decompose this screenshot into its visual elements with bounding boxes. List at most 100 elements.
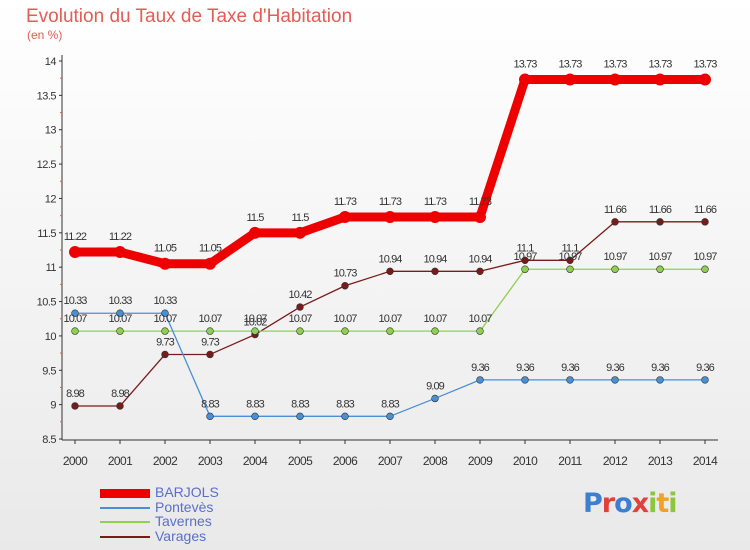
data-point [294, 226, 306, 239]
data-label: 11.73 [469, 196, 492, 208]
data-label: 11.05 [154, 243, 177, 255]
x-tick-label: 2009 [468, 454, 493, 468]
data-label: 8.98 [111, 388, 130, 400]
data-point [566, 376, 574, 384]
data-label: 11.5 [247, 212, 265, 224]
data-point [386, 267, 394, 276]
data-label: 10.97 [558, 251, 582, 263]
data-point [611, 265, 619, 273]
data-label: 10.97 [648, 251, 672, 263]
data-label: 10.07 [243, 313, 267, 325]
data-label: 8.83 [381, 398, 400, 410]
data-label: 11.66 [649, 204, 672, 216]
data-label: 8.83 [336, 398, 355, 410]
data-point [431, 267, 439, 276]
y-tick-label: 13 [45, 125, 57, 137]
data-label: 9.09 [426, 380, 445, 392]
data-point [161, 350, 169, 359]
data-label: 9.73 [201, 336, 220, 348]
x-tick-label: 2001 [108, 454, 133, 468]
data-label: 9.36 [651, 362, 670, 374]
data-point [159, 257, 171, 270]
data-label: 10.94 [468, 253, 492, 265]
y-tick-label: 9 [50, 400, 56, 412]
data-point [386, 327, 394, 335]
data-point [656, 376, 664, 384]
data-label: 11.73 [334, 196, 357, 208]
data-point [206, 412, 214, 421]
data-label: 10.94 [378, 253, 402, 265]
data-point [251, 412, 259, 421]
data-label: 10.33 [108, 295, 132, 307]
data-point [116, 309, 124, 317]
data-label: 9.36 [606, 362, 625, 374]
data-point [161, 309, 169, 317]
data-point [296, 327, 304, 335]
legend-swatch [100, 521, 150, 523]
data-point [564, 73, 576, 86]
data-label: 10.07 [378, 313, 402, 325]
data-label: 10.33 [63, 295, 87, 307]
data-label: 13.73 [648, 59, 672, 71]
data-point [384, 211, 396, 224]
data-point [701, 218, 709, 226]
data-label: 10.33 [153, 295, 177, 307]
data-point [341, 327, 349, 335]
data-label: 11.66 [694, 204, 717, 216]
data-label: 10.07 [108, 313, 132, 325]
data-point [341, 282, 349, 290]
data-label: 10.97 [693, 251, 717, 263]
data-point [476, 327, 484, 335]
data-label: 10.02 [243, 317, 267, 329]
data-point [249, 226, 261, 239]
data-point [431, 394, 439, 403]
data-point [521, 256, 529, 265]
data-point [611, 218, 619, 226]
data-point [609, 73, 621, 86]
data-point [204, 257, 216, 270]
data-label: 13.73 [693, 59, 717, 71]
data-label: 11.1 [562, 242, 580, 254]
data-label: 10.07 [63, 313, 87, 325]
data-label: 11.66 [604, 204, 627, 216]
x-tick-label: 2014 [693, 454, 718, 468]
x-tick-label: 2006 [333, 454, 358, 468]
data-point [116, 402, 124, 410]
data-point [69, 246, 81, 259]
data-label: 8.83 [201, 398, 220, 410]
x-tick-label: 2004 [243, 454, 268, 468]
data-label: 11.1 [517, 242, 535, 254]
y-tick-label: 9.5 [42, 365, 56, 377]
data-point [296, 303, 304, 311]
data-point [431, 327, 439, 335]
x-tick-label: 2005 [288, 454, 313, 468]
data-point [429, 211, 441, 224]
y-tick-label: 12 [45, 193, 57, 205]
axes: 8.5 9 9.5 10 10.5 11 11.5 12 12.5 13 13.5 14 2000 200… [37, 55, 719, 468]
data-label: 11.22 [109, 231, 132, 243]
x-tick-label: 2013 [648, 454, 673, 468]
unit-label: (en %) [27, 28, 63, 42]
data-point [71, 402, 79, 410]
data-label: 11.05 [199, 243, 222, 255]
data-point [521, 265, 529, 273]
data-point [161, 327, 169, 335]
data-label: 13.73 [513, 59, 537, 71]
data-point [656, 265, 664, 273]
data-label: 13.73 [603, 59, 627, 71]
data-point [701, 376, 709, 384]
data-point [701, 265, 709, 273]
data-label: 11.22 [64, 231, 87, 243]
x-tick-label: 2007 [378, 454, 403, 468]
data-label: 10.07 [468, 313, 492, 325]
data-label: 10.07 [198, 313, 222, 325]
series-layer [69, 73, 711, 421]
data-point [206, 350, 214, 359]
data-point [654, 73, 666, 86]
x-tick-label: 2008 [423, 454, 448, 468]
y-tick-label: 8.5 [42, 434, 56, 446]
legend-label: BARJOLS [155, 484, 219, 500]
data-label-layer: 8.98 8.98 9.73 9.73 10.02 10.42 10.73 10.94 10.9… [63, 59, 718, 411]
